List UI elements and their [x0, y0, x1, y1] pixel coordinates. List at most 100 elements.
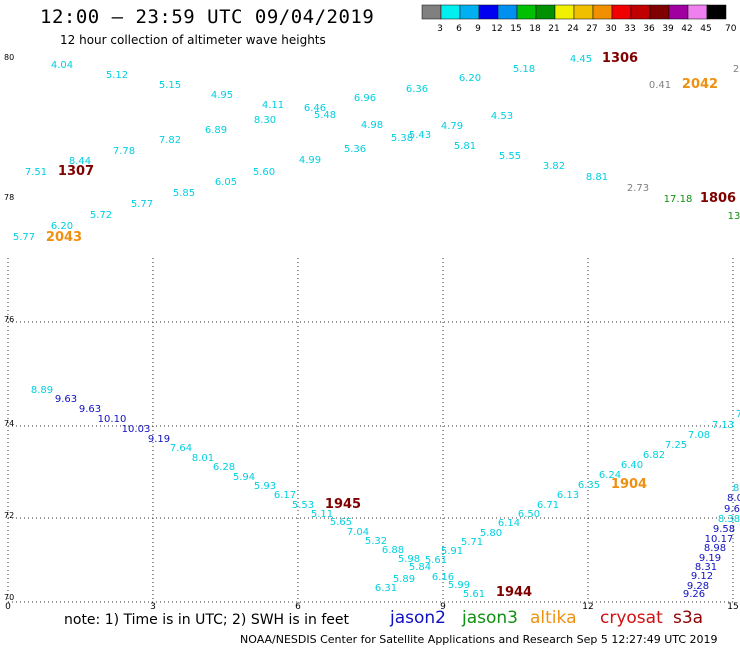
- colorbar-label: 45: [700, 24, 711, 34]
- wave-height-value: 2: [733, 64, 739, 75]
- wave-height-value: 6.16: [432, 572, 454, 583]
- wave-height-value: 5.94: [233, 472, 255, 483]
- wave-height-value: 9.26: [683, 589, 705, 600]
- wave-height-value: 5.60: [253, 167, 275, 178]
- wave-height-value: 9.12: [691, 571, 713, 582]
- footer-credit: NOAA/NESDIS Center for Satellite Applica…: [240, 633, 718, 646]
- wave-height-value: 7.64: [170, 443, 192, 454]
- wave-height-value: 6.24: [599, 470, 621, 481]
- colorbar-label: 27: [586, 24, 597, 34]
- legend-jason2: jason2: [390, 608, 446, 628]
- wave-height-value: 7.78: [113, 146, 135, 157]
- legend-s3a: s3a: [673, 608, 704, 628]
- colorbar-label: 36: [643, 24, 655, 34]
- wave-height-value: 6.89: [205, 125, 227, 136]
- wave-height-value: 6.13: [557, 490, 579, 501]
- wave-height-value: 6.05: [215, 177, 237, 188]
- wave-height-value: 5.38: [391, 133, 413, 144]
- wave-height-value: 13: [728, 211, 740, 222]
- wave-height-value: 5.85: [173, 188, 195, 199]
- y-tick-label: 78: [4, 193, 14, 202]
- x-tick-label: 3: [150, 602, 156, 612]
- colorbar-swatch: [592, 4, 613, 20]
- wave-height-value: 4.99: [299, 155, 321, 166]
- wave-height-value: 5.81: [454, 141, 476, 152]
- wave-height-value: 9.19: [699, 553, 721, 564]
- colorbar-swatch: [573, 4, 594, 20]
- colorbar-swatch: [440, 4, 461, 20]
- wave-height-value: 5.91: [441, 546, 463, 557]
- lat-lon-grid: [7, 258, 734, 603]
- wave-height-value: 5.18: [513, 64, 535, 75]
- pass-time-label: 2042: [682, 77, 718, 92]
- wave-height-value: 6.14: [498, 518, 520, 529]
- colorbar-label: 21: [548, 24, 559, 34]
- wave-height-value: 5.99: [448, 580, 470, 591]
- pass-time-label: 1904: [611, 477, 647, 492]
- wave-height-value: 0.41: [649, 80, 671, 91]
- wave-height-value: 5.11: [311, 509, 333, 520]
- note-text: note: 1) Time is in UTC; 2) SWH is in fe…: [64, 612, 350, 628]
- y-tick-label: 76: [4, 315, 14, 324]
- wave-height-observations: 4.04 5.12 5.15 4.95 4.11 6.465.48 6.96 6.36 6.20…: [13, 51, 740, 600]
- wave-height-value: 4.98: [361, 120, 383, 131]
- wave-height-value: 9.6: [724, 504, 740, 515]
- wave-height-value: 5.15: [159, 80, 181, 91]
- wave-height-value: 10.03: [122, 424, 151, 435]
- wave-height-value: 9.63: [55, 394, 77, 405]
- wave-height-value: 5.93: [254, 481, 276, 492]
- wave-height-value: 17.18: [664, 194, 693, 205]
- wave-height-value: 5.77: [13, 232, 35, 243]
- wave-height-value: 5.71: [461, 537, 483, 548]
- colorbar-swatch: [554, 4, 575, 20]
- wave-height-value: 6.35: [578, 480, 600, 491]
- wave-height-value: 8.44: [69, 156, 91, 167]
- wave-height-value: 6.50: [518, 509, 540, 520]
- wave-height-value: 5.48: [314, 110, 336, 121]
- wave-height-value: 5.32: [365, 536, 387, 547]
- page-subtitle: 12 hour collection of altimeter wave hei…: [60, 33, 326, 47]
- wave-height-value: 6.17: [274, 490, 296, 501]
- wave-height-value: 10.10: [98, 414, 127, 425]
- colorbar-swatch: [706, 4, 727, 20]
- wave-height-value: 7.08: [688, 430, 710, 441]
- x-tick-label: 15: [727, 602, 738, 612]
- wave-height-value: 5.61: [463, 589, 485, 600]
- pass-time-label: 2043: [46, 230, 82, 245]
- wave-height-value: 7.25: [665, 440, 687, 451]
- wave-height-value: 9.19: [148, 434, 170, 445]
- wave-height-value: 2.73: [627, 183, 649, 194]
- wave-height-value: 7: [736, 409, 740, 420]
- wave-height-value: 5.43: [409, 130, 431, 141]
- wave-height-value: 3.82: [543, 161, 565, 172]
- wave-height-value: 10.17: [705, 534, 734, 545]
- wave-height-value: 6.36: [406, 84, 428, 95]
- colorbar-label: 33: [624, 24, 635, 34]
- colorbar-swatch: [649, 4, 670, 20]
- wave-height-value: 9.58: [713, 524, 735, 535]
- wave-height-value: 5.12: [106, 70, 128, 81]
- wave-height-value: 5.61: [425, 555, 447, 566]
- wave-height-value: 8.38: [718, 514, 740, 525]
- y-tick-label: 80: [4, 53, 14, 62]
- wave-height-value: 8.01: [192, 453, 214, 464]
- colorbar-swatch: [535, 4, 556, 20]
- wave-height-value: 7.82: [159, 135, 181, 146]
- colorbar-label: 3: [437, 24, 443, 34]
- pass-time-label: 1806: [700, 191, 736, 206]
- wave-height-value: 5.65: [330, 517, 352, 528]
- x-tick-label: 0: [5, 602, 11, 612]
- wave-height-value: 5.84: [409, 562, 431, 573]
- colorbar-swatch: [459, 4, 480, 20]
- colorbar-label: 15: [510, 24, 521, 34]
- colorbar-label: 12: [491, 24, 502, 34]
- wave-height-value: 4.04: [51, 60, 73, 71]
- wave-height-value: 6.71: [537, 500, 559, 511]
- wave-height-value: 5.89: [393, 574, 415, 585]
- colorbar-swatch: [630, 4, 651, 20]
- x-tick-label: 12: [582, 602, 593, 612]
